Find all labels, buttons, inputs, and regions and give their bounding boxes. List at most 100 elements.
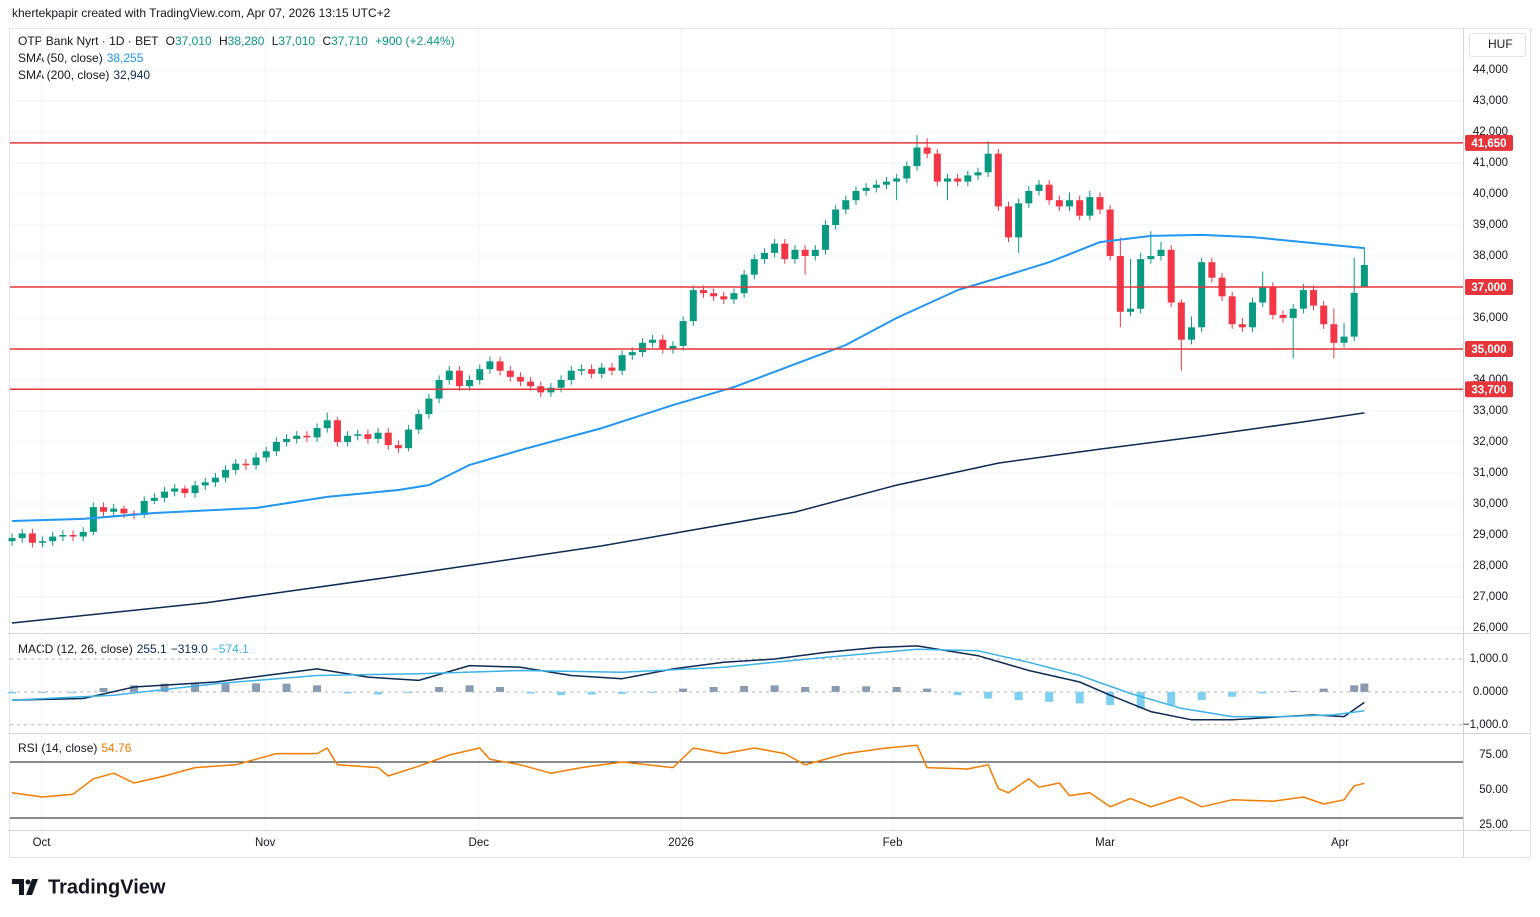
candle-body <box>923 147 931 154</box>
y-tick-label: 32,000 <box>1473 436 1508 448</box>
level-label: 37,000 <box>1471 282 1506 294</box>
logo-dot <box>25 879 31 885</box>
currency: HUF <box>1488 37 1513 51</box>
y-tick-label: 28,000 <box>1473 560 1508 572</box>
y-tick-label: 50.00 <box>1479 784 1508 796</box>
candle-body <box>669 345 677 349</box>
candle-body <box>466 380 474 387</box>
histogram-bar <box>1014 691 1023 701</box>
candle-body <box>506 370 514 377</box>
candle-body <box>110 508 118 512</box>
y-tick-label: 30,000 <box>1473 498 1508 510</box>
candle-body <box>374 432 382 439</box>
candle-body <box>1157 249 1165 256</box>
candle-body <box>1025 190 1033 204</box>
candle-body <box>181 488 189 494</box>
candle-body <box>984 153 992 173</box>
histogram-bar <box>770 685 779 692</box>
y-tick-label: 0.0000 <box>1473 686 1508 698</box>
candle-body <box>943 178 951 182</box>
candle-body <box>1238 324 1246 328</box>
ohlc-key: H <box>219 34 228 48</box>
candle-body <box>455 370 463 387</box>
legend-name: MACD (12, 26, close) <box>18 642 133 656</box>
candle-body <box>425 398 433 415</box>
candle-body <box>832 209 840 225</box>
histogram-bar <box>282 683 291 692</box>
candle-body <box>232 463 240 470</box>
histogram-bar <box>953 691 962 696</box>
x-tick-label: Feb <box>883 837 903 849</box>
candle-body <box>638 342 646 353</box>
histogram-bar <box>923 688 932 692</box>
candle-body <box>567 370 575 380</box>
candle-body <box>1137 259 1145 309</box>
legend-name: SMA (200, close) <box>18 68 109 82</box>
x-tick-label: Apr <box>1331 837 1349 849</box>
y-tick-label: 36,000 <box>1473 312 1508 324</box>
histogram-bar <box>1289 690 1298 692</box>
currency-box[interactable] <box>1469 33 1526 57</box>
rsi-legend: RSI (14, close) 54.76 <box>18 741 132 755</box>
y-tick-label: 25.00 <box>1479 819 1508 831</box>
candle-body <box>1360 264 1368 287</box>
attribution: khertekpapir created with TradingView.co… <box>12 6 391 20</box>
sma-legend: SMA (50, close) 38,255 <box>18 51 144 65</box>
legend-value: 54.76 <box>101 741 131 755</box>
candle-body <box>49 536 57 542</box>
candle-body <box>862 187 870 191</box>
candle-body <box>1106 209 1114 256</box>
x-tick-label: Mar <box>1095 837 1115 849</box>
symbol: OTP Bank Nyrt · 1D · BET <box>18 34 159 48</box>
histogram-bar <box>1167 691 1176 706</box>
y-tick-label: 29,000 <box>1473 529 1508 541</box>
x-tick-label: Nov <box>255 837 276 849</box>
candle-body <box>100 507 108 512</box>
y-tick-label: 39,000 <box>1473 219 1508 231</box>
change: +900 (+2.44%) <box>375 34 454 48</box>
candle-body <box>1320 305 1328 325</box>
candle-body <box>1015 203 1023 238</box>
candle-body <box>1177 302 1185 340</box>
histogram-bar <box>740 685 749 692</box>
histogram-bar <box>1106 691 1115 706</box>
y-tick-label: −1,000.0 <box>1463 719 1508 731</box>
candle-body <box>852 190 860 201</box>
ohlc-key: L <box>272 34 279 48</box>
candle-body <box>222 469 230 478</box>
candle-body <box>1066 200 1074 207</box>
histogram-bar <box>1197 691 1206 701</box>
histogram-bar <box>435 686 444 692</box>
histogram-bar <box>1360 683 1369 692</box>
candle-body <box>293 435 301 439</box>
x-tick-label: Dec <box>469 837 490 849</box>
legend-name: RSI (14, close) <box>18 741 97 755</box>
histogram-bar <box>648 691 657 693</box>
candle-body <box>303 435 311 438</box>
y-tick-label: 27,000 <box>1473 591 1508 603</box>
candle-body <box>120 508 128 514</box>
y-tick-label: 31,000 <box>1473 467 1508 479</box>
legend-name: SMA (50, close) <box>18 51 103 65</box>
candle-body <box>313 428 321 438</box>
legend-value: 32,940 <box>113 68 150 82</box>
candle-body <box>323 420 331 429</box>
candle-body <box>1310 290 1318 306</box>
macd-legend: MACD (12, 26, close) 255.1 −319.0 −574.1 <box>18 642 249 656</box>
histogram-bar <box>191 683 200 692</box>
candle-body <box>1330 324 1338 343</box>
histogram-bar <box>984 691 993 699</box>
histogram-bar <box>465 685 474 692</box>
series-line <box>11 233 1365 522</box>
histogram-bar <box>709 686 718 692</box>
histogram-bar <box>587 691 596 695</box>
candle-body <box>608 367 616 371</box>
legend-value: 255.1 <box>137 642 167 656</box>
candle-body <box>39 541 47 543</box>
candle-body <box>1279 314 1287 318</box>
histogram-bar <box>343 691 352 694</box>
candle-body <box>750 259 758 275</box>
histogram-bar <box>1350 685 1359 692</box>
candle-body <box>760 252 768 260</box>
histogram-bar <box>221 683 230 692</box>
